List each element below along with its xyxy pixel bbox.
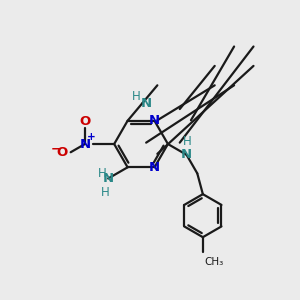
Text: N: N xyxy=(181,148,192,161)
Text: +: + xyxy=(87,133,96,142)
Text: H: H xyxy=(183,135,191,148)
Text: N: N xyxy=(79,137,91,151)
Text: O: O xyxy=(57,146,68,159)
Text: N: N xyxy=(140,97,152,110)
Text: H: H xyxy=(98,167,107,180)
Text: O: O xyxy=(79,115,91,128)
Text: H: H xyxy=(132,90,140,103)
Text: N: N xyxy=(149,161,160,174)
Text: CH₃: CH₃ xyxy=(204,256,224,267)
Text: H: H xyxy=(101,186,110,199)
Text: −: − xyxy=(50,143,61,156)
Text: N: N xyxy=(103,172,114,185)
Text: N: N xyxy=(149,114,160,127)
